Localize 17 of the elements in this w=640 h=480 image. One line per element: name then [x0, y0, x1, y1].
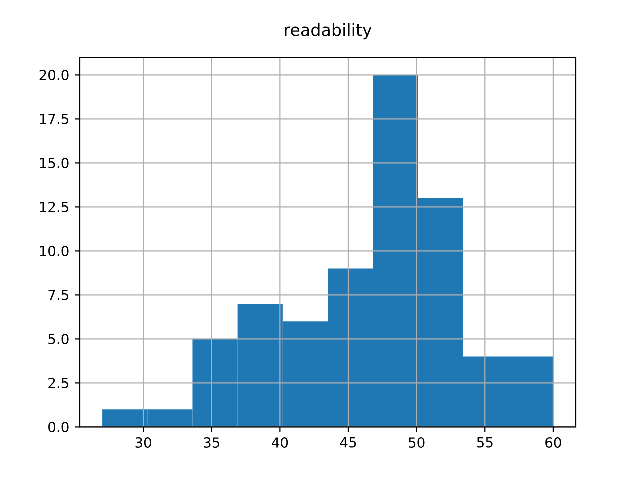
y-tick-label: 15.0	[40, 158, 69, 168]
y-tick-label: 2.5	[48, 378, 68, 388]
x-tick-label: 60	[546, 438, 562, 448]
y-tick-label: 5.0	[48, 334, 69, 344]
y-tick-label: 20.0	[40, 70, 69, 80]
x-tick-label: 45	[340, 438, 356, 448]
x-tick-label: 55	[477, 438, 493, 448]
y-tick-label: 17.5	[40, 114, 68, 124]
y-tick-label: 0.0	[48, 422, 69, 432]
x-tick-label: 30	[136, 438, 152, 448]
x-tick-label: 40	[272, 438, 288, 448]
chart-title: readability	[285, 23, 372, 40]
y-tick-label: 10.0	[40, 246, 69, 256]
x-tick-label: 35	[204, 438, 220, 448]
y-tick-label: 7.5	[48, 290, 68, 300]
y-tick-label: 12.5	[40, 202, 68, 212]
x-tick-label: 50	[409, 438, 425, 448]
